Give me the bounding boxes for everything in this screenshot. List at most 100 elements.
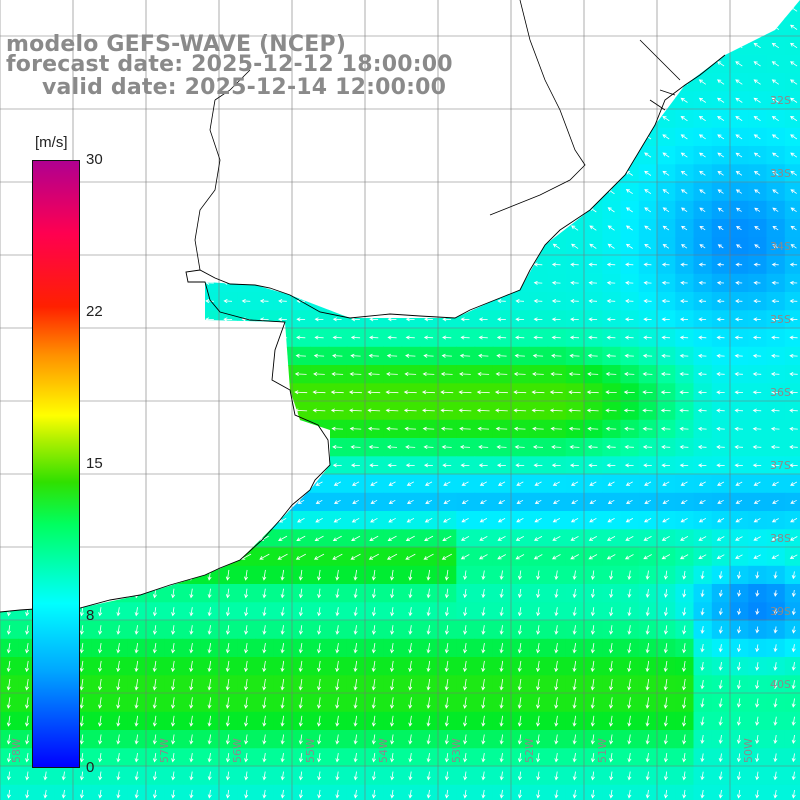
wind-cell [91,328,111,348]
wind-arrow [554,625,559,635]
wind-arrow [752,390,762,395]
wind-cell [383,529,403,549]
wind-arrow [444,753,449,763]
wind-arrow [134,643,139,654]
wind-arrow [606,335,616,340]
wind-arrow [532,353,544,358]
wind-arrow [206,170,214,176]
wind-arrow [79,569,84,581]
wind-cell [273,474,293,494]
wind-arrow [790,24,798,30]
wind-cell [711,547,731,567]
wind-arrow [298,789,303,799]
wind-arrow [570,299,579,304]
wind-arrow [426,569,431,581]
lon-label: 56W [230,738,244,763]
wind-cell [146,310,165,330]
wind-arrow [772,207,779,212]
wind-arrow [335,588,340,599]
wind-arrow [260,24,269,30]
wind-arrow [371,643,376,654]
wind-arrow [23,499,31,504]
wind-arrow [151,24,159,30]
wind-arrow [496,445,507,450]
wind-arrow [152,753,157,763]
wind-cell [255,273,275,293]
wind-arrow [533,299,543,304]
wind-arrow [259,299,269,304]
wind-arrow [790,481,798,486]
wind-arrow [517,660,522,673]
wind-arrow [4,262,14,267]
wind-arrow [536,753,541,763]
wind-arrow [461,481,469,486]
wind-arrow [753,518,761,523]
wind-arrow [262,607,267,617]
wind-cell [711,638,731,658]
wind-arrow [755,590,760,597]
wind-cell [456,36,476,56]
wind-arrow [312,408,326,413]
wind-arrow [679,372,689,377]
wind-cell [492,127,512,147]
wind-arrow [476,390,490,395]
wind-arrow [408,625,413,635]
wind-arrow [443,499,451,504]
wind-cell [273,492,293,512]
wind-arrow [516,243,524,249]
wind-arrow [6,625,11,635]
wind-cell [273,164,293,184]
wind-cell [310,565,330,585]
wind-cell [164,711,184,731]
wind-arrow [549,390,563,395]
wind-cell [146,529,165,549]
wind-arrow [78,499,86,504]
wind-arrow [298,643,303,654]
wind-arrow [296,280,306,285]
wind-cell [292,164,311,184]
wind-arrow [444,607,449,617]
wind-arrow [572,771,577,781]
wind-cell [675,54,695,74]
wind-arrow [152,643,157,654]
wind-cell [127,638,147,658]
wind-arrow [152,734,157,745]
wind-cell [164,164,184,184]
wind-cell [492,36,512,56]
wind-cell [127,273,147,293]
wind-arrow [607,97,615,103]
wind-arrow [698,262,706,267]
wind-arrow [151,243,159,249]
wind-arrow [661,463,671,468]
wind-cell [565,73,585,92]
wind-arrow [370,115,378,122]
wind-arrow [353,734,358,745]
wind-arrow [315,152,323,158]
wind-arrow [6,660,11,673]
wind-arrow [531,408,545,413]
wind-cell [419,255,439,275]
wind-arrow [443,115,451,122]
wind-arrow [625,481,633,486]
wind-cell [255,492,275,512]
wind-arrow [643,280,652,285]
wind-arrow [207,625,212,635]
wind-cell [565,565,585,585]
wind-arrow [221,371,234,377]
wind-arrow [773,680,778,690]
wind-arrow [534,499,542,504]
wind-cell [730,492,749,512]
wind-cell [511,146,530,165]
wind-cell [237,109,257,129]
wind-cell [438,0,457,19]
wind-cell [401,0,421,19]
wind-arrow [698,116,706,122]
wind-cell [401,200,421,220]
wind-arrow [5,115,13,122]
wind-arrow [755,753,760,763]
wind-cell [511,73,530,92]
wind-cell [365,18,384,38]
wind-arrow [791,571,796,580]
wind-arrow [700,698,705,708]
wind-arrow [406,170,415,176]
